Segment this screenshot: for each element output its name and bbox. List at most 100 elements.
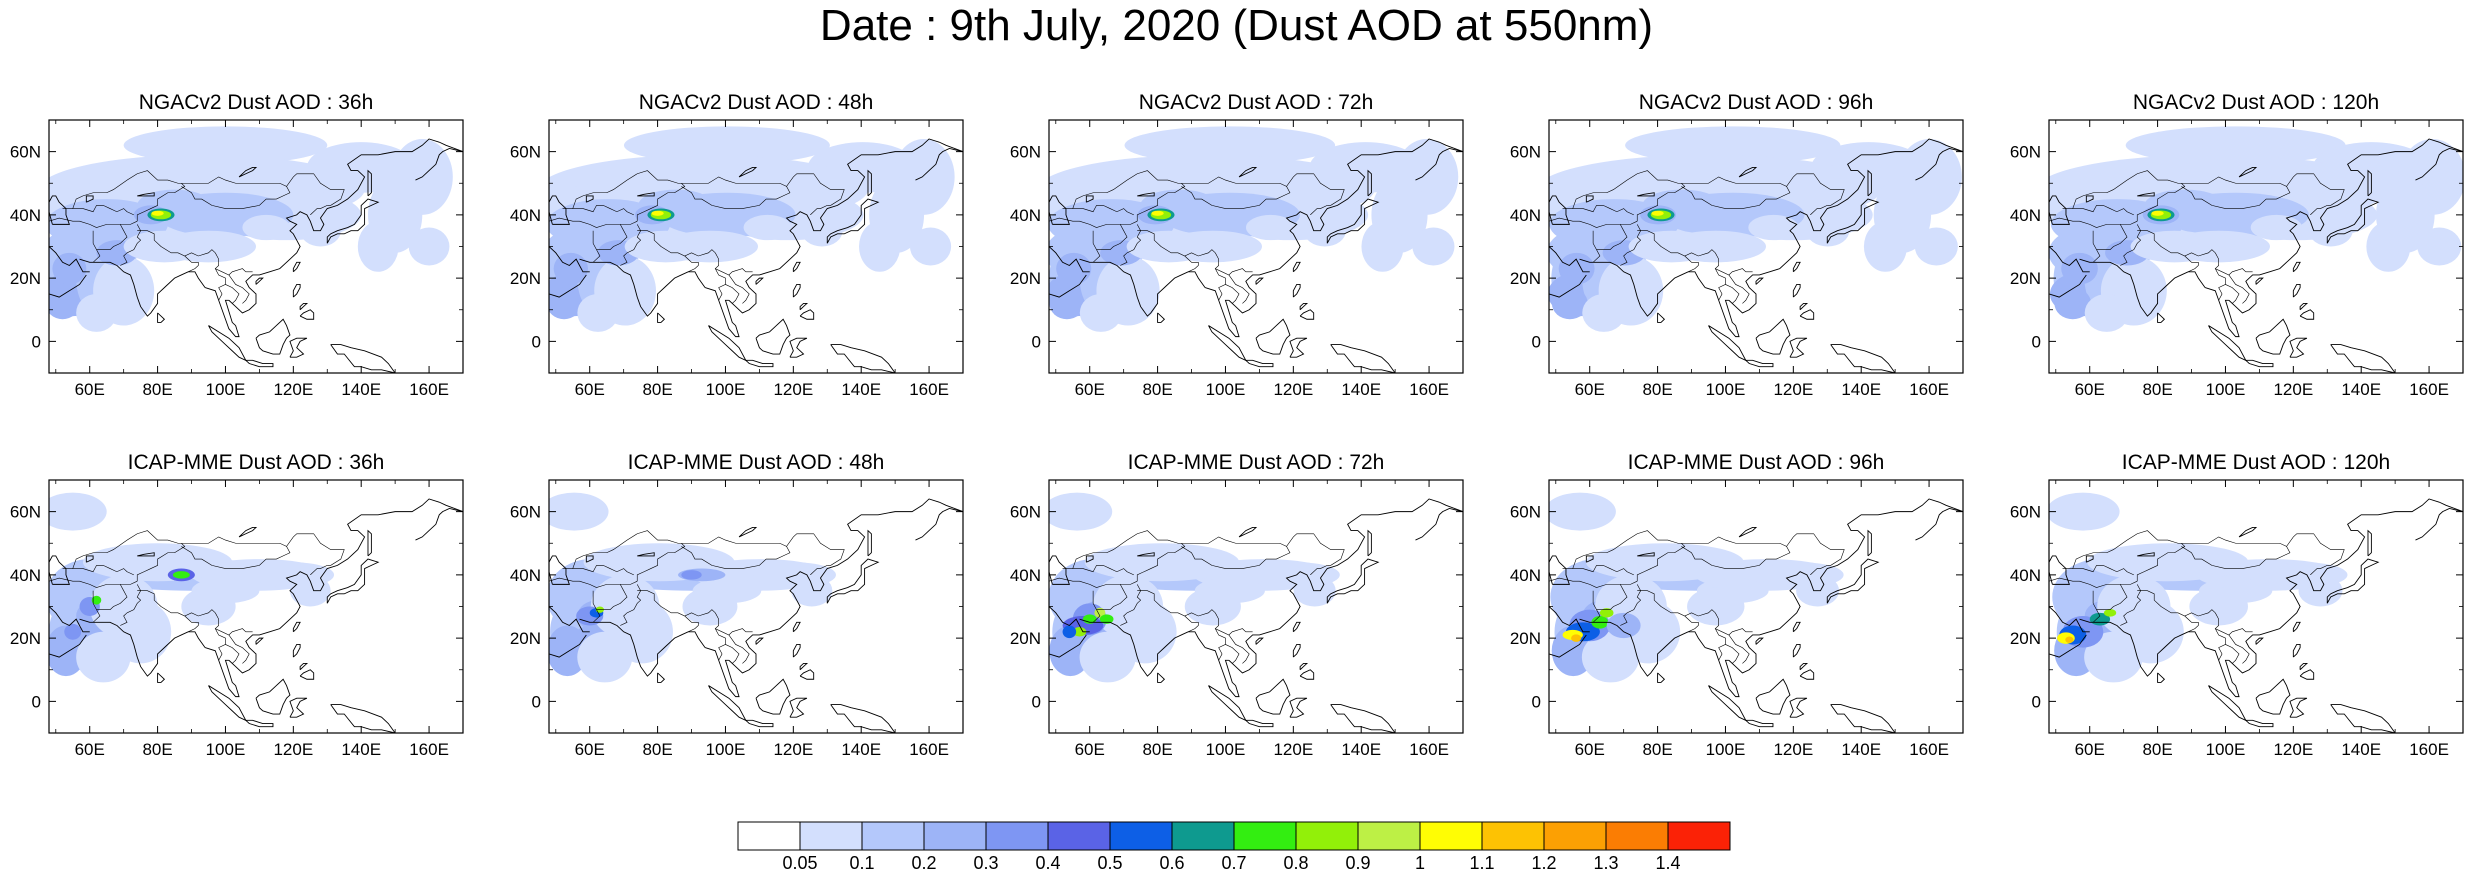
coastline	[2367, 529, 2372, 557]
coastline	[1549, 634, 1587, 658]
coastline	[799, 309, 815, 320]
lat-tick-label: 20N	[1010, 629, 1041, 648]
country-border	[549, 217, 638, 228]
aod-contour	[791, 574, 833, 607]
map-panel: NGACv2 Dust AOD : 36h 60E 80E 100E 120E 140E 1…	[0, 90, 464, 400]
country-border	[1681, 546, 1791, 569]
coastline	[2292, 261, 2301, 273]
colorbar-label: 0.7	[1221, 853, 1246, 873]
colorbar-swatch	[737, 821, 801, 851]
coastline	[1549, 246, 1590, 273]
panel-title: NGACv2 Dust AOD : 96h	[1638, 91, 1874, 114]
coastline	[789, 697, 808, 718]
country-border	[728, 274, 750, 304]
country-border	[592, 590, 601, 623]
country-border	[1637, 230, 1716, 257]
aod-contour	[357, 221, 399, 272]
coastline	[1579, 618, 1618, 626]
coastline	[2085, 195, 2094, 203]
coastline	[49, 634, 87, 658]
panel-title: ICAP-MME Dust AOD : 72h	[1127, 451, 1385, 474]
coastline	[289, 337, 308, 358]
country-border	[2049, 577, 2138, 588]
map-panel: NGACv2 Dust AOD : 48h 60E 80E 100E 120E 140E 1…	[500, 90, 964, 400]
aod-contour	[1181, 211, 1224, 231]
aod-contour	[2103, 609, 2117, 617]
lon-tick-label: 100E	[2206, 380, 2246, 399]
aod-contour	[1056, 252, 1092, 285]
coastline	[1755, 637, 1764, 645]
coastline	[137, 552, 155, 557]
coastline	[2079, 618, 2118, 626]
aod-contour	[1049, 492, 1113, 531]
coastline	[1079, 618, 1118, 626]
country-border	[1137, 230, 1216, 257]
lat-tick-label: 20N	[10, 269, 41, 288]
aod-contour	[49, 287, 80, 320]
aod-contour	[549, 287, 582, 320]
country-border	[1310, 565, 1328, 576]
country-border	[1215, 268, 1226, 301]
coastline	[755, 318, 791, 355]
colorbar: 0.05 0.1 0.2 0.3 0.4 0.5 0.6 0.7 0.8 0.9 1 1.1 1.2 1.…	[737, 821, 1731, 874]
coastline	[1299, 662, 1309, 671]
coastline	[1137, 192, 1155, 197]
lat-tick-label: 60N	[510, 503, 541, 522]
borders	[2049, 170, 2345, 304]
coastline	[49, 606, 90, 633]
coastline	[2238, 166, 2258, 178]
lon-tick-label: 160E	[409, 740, 449, 759]
country-border	[1596, 584, 1628, 610]
country-border	[2096, 584, 2128, 610]
country-border	[592, 230, 601, 263]
map-panel: NGACv2 Dust AOD : 120h 60E 80E 100E 120E 140E…	[2000, 90, 2464, 400]
aod-contour	[577, 293, 619, 332]
coastline	[1289, 697, 1308, 718]
country-border	[572, 565, 634, 576]
country-border	[637, 230, 716, 257]
panel-title: NGACv2 Dust AOD : 72h	[1138, 91, 1374, 114]
coastlines	[1549, 498, 1963, 733]
lat-tick-label: 40N	[510, 206, 541, 225]
lon-tick-label: 80E	[642, 740, 672, 759]
colorbar-swatch	[861, 821, 925, 851]
aod-contour	[2151, 210, 2164, 216]
coastline	[79, 618, 118, 626]
panel-title: NGACv2 Dust AOD : 36h	[138, 91, 374, 114]
map-plot: 60E 80E 100E 120E 140E 160E 0 20N 40N 60N	[510, 479, 964, 759]
country-border	[684, 615, 699, 633]
coastline	[2116, 265, 2206, 317]
country-border	[2136, 543, 2186, 582]
colorbar-swatch	[1357, 821, 1421, 851]
coastline	[2049, 195, 2070, 225]
coastline	[255, 637, 264, 645]
country-border	[1810, 565, 1828, 576]
colorbar-label: 0.5	[1097, 853, 1122, 873]
lat-tick-label: 0	[1532, 692, 1541, 711]
lon-tick-label: 120E	[2273, 740, 2313, 759]
country-border	[2137, 230, 2216, 257]
map-plot: 60E 80E 100E 120E 140E 160E 0 20N 40N 60N	[2010, 119, 2464, 399]
aod-contour	[2189, 587, 2248, 626]
country-border	[562, 170, 682, 209]
borders	[549, 530, 845, 664]
country-border	[2184, 615, 2199, 633]
lon-tick-label: 80E	[2142, 380, 2172, 399]
coastline	[1728, 498, 1963, 674]
coastline	[1255, 678, 1291, 715]
country-border	[572, 205, 634, 216]
country-border	[310, 565, 328, 576]
coastline	[1585, 555, 1594, 563]
coastline	[830, 704, 896, 733]
coastline	[1238, 526, 1258, 538]
coastline	[1330, 704, 1396, 733]
coastline	[49, 195, 70, 225]
country-border	[1562, 530, 1682, 569]
lat-tick-label: 60N	[10, 143, 41, 162]
coastline	[85, 195, 94, 203]
country-border	[810, 565, 828, 576]
aod-contour	[2084, 293, 2129, 332]
lat-tick-label: 40N	[1510, 566, 1541, 585]
coastline	[255, 678, 291, 715]
lon-tick-label: 140E	[1341, 380, 1381, 399]
